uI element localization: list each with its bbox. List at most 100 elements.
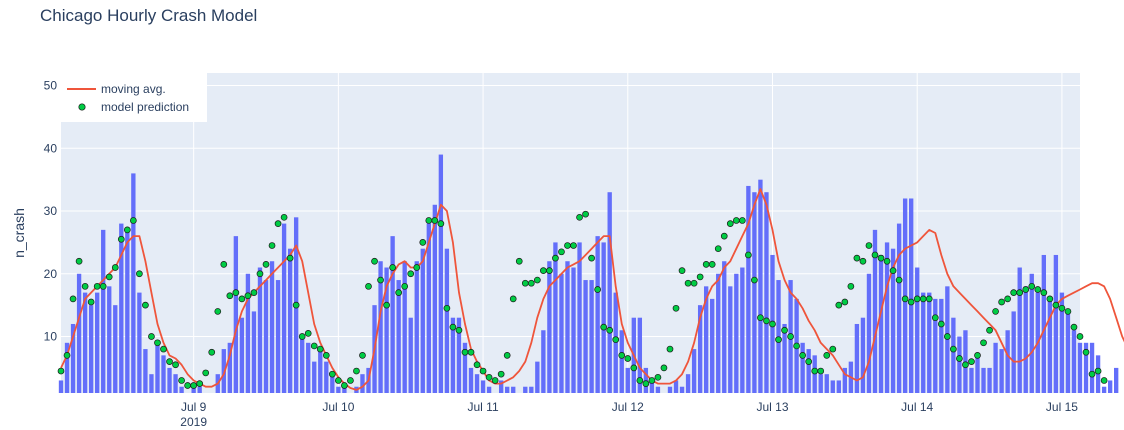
prediction-point — [883, 257, 891, 265]
prediction-point — [841, 298, 849, 306]
bar — [685, 374, 691, 393]
bar — [384, 267, 389, 393]
chart-title: Chicago Hourly Crash Model — [40, 6, 258, 25]
bar — [529, 386, 534, 393]
prediction-point — [943, 333, 951, 340]
bar — [571, 267, 576, 393]
prediction-point — [829, 345, 837, 353]
x-tick-label: Jul 14 — [901, 400, 933, 414]
bar — [703, 286, 709, 393]
legend[interactable]: moving avg. model prediction — [61, 73, 207, 122]
bar — [125, 229, 130, 393]
bar — [818, 374, 823, 393]
prediction-point — [895, 276, 903, 284]
prediction-point — [268, 242, 276, 249]
prediction-point — [455, 326, 463, 334]
bar — [559, 273, 564, 393]
y-tick-label-10: 10 — [44, 330, 58, 344]
legend-label-model-prediction: model prediction — [101, 100, 189, 114]
prediction-point — [142, 301, 149, 309]
prediction-point — [437, 220, 445, 227]
bar — [601, 242, 606, 393]
prediction-point — [1076, 333, 1084, 340]
prediction-point — [377, 276, 384, 284]
bar — [257, 267, 263, 393]
bar — [287, 248, 293, 393]
prediction-point — [298, 333, 306, 340]
prediction-point — [208, 348, 216, 356]
bar — [330, 374, 335, 393]
line-series — [60, 188, 1124, 391]
bar — [462, 342, 468, 393]
prediction-point — [636, 377, 644, 384]
bar — [1029, 273, 1034, 393]
bar — [312, 361, 317, 393]
x-tick-label: Jul 15 — [1046, 400, 1078, 414]
prediction-point — [196, 380, 204, 387]
bar — [113, 305, 118, 393]
bar — [191, 386, 196, 393]
bar — [896, 223, 902, 393]
bar — [1041, 254, 1046, 393]
prediction-point — [1034, 286, 1042, 293]
prediction-point — [238, 295, 246, 303]
bar — [161, 355, 166, 393]
bar — [939, 298, 944, 393]
prediction-point — [1004, 295, 1011, 303]
bar — [553, 242, 558, 393]
bar — [233, 236, 239, 393]
bar — [697, 305, 703, 393]
bar — [806, 349, 811, 393]
bar — [1023, 286, 1028, 393]
prediction-point — [684, 279, 692, 287]
prediction-point — [757, 314, 764, 322]
prediction-point — [365, 282, 372, 290]
y-tick-label-30: 30 — [44, 204, 58, 218]
bar — [836, 380, 841, 393]
bar — [728, 286, 733, 393]
bar — [342, 386, 347, 393]
prediction-point — [672, 304, 680, 312]
prediction-point — [190, 382, 198, 389]
prediction-point — [178, 377, 185, 384]
prediction-point — [998, 298, 1005, 306]
prediction-point — [931, 314, 939, 322]
bar — [915, 267, 920, 393]
bar — [263, 280, 269, 393]
prediction-point — [576, 213, 583, 221]
prediction-point — [1040, 289, 1048, 296]
bar — [420, 248, 425, 393]
scatter-series — [57, 210, 1108, 389]
prediction-point — [1022, 286, 1030, 293]
prediction-point — [81, 282, 89, 290]
prediction-point — [1010, 289, 1018, 296]
bar — [878, 254, 884, 393]
bar — [722, 261, 727, 393]
bar — [999, 349, 1004, 393]
prediction-point — [250, 289, 258, 296]
bar — [890, 248, 896, 393]
prediction-point — [937, 320, 945, 328]
bar — [1114, 367, 1119, 393]
bar — [275, 280, 281, 393]
prediction-point — [642, 380, 650, 387]
prediction-point — [769, 320, 776, 328]
bar — [830, 380, 835, 393]
prediction-point — [546, 267, 553, 274]
prediction-point — [286, 254, 294, 262]
prediction-point — [980, 339, 987, 347]
bar — [221, 349, 226, 393]
prediction-point — [817, 367, 825, 375]
y-axis-title: n_crash — [11, 208, 27, 258]
prediction-point — [154, 339, 161, 347]
prediction-point — [823, 352, 831, 359]
prediction-point — [533, 276, 541, 284]
bar — [324, 361, 329, 393]
bar — [1083, 342, 1089, 393]
prediction-point — [1070, 323, 1078, 331]
bar — [655, 386, 661, 393]
prediction-point — [793, 342, 800, 350]
bar — [505, 386, 510, 393]
prediction-point — [799, 352, 806, 359]
